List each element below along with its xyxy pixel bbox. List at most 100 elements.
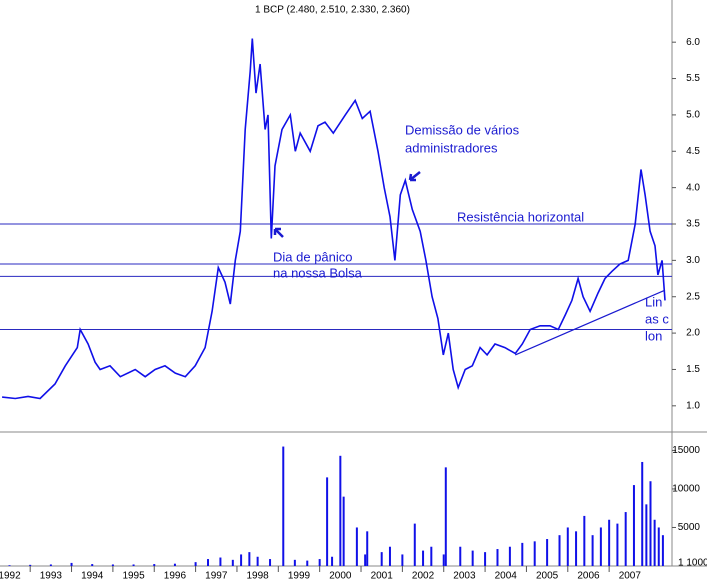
volume-bar [231, 559, 234, 566]
x-tick-label: 1999 [288, 571, 311, 582]
x-tick-label: 2000 [329, 571, 352, 582]
volume-bar [444, 467, 447, 566]
annotation: Demissão de vários [405, 122, 520, 137]
volume-bar [364, 554, 367, 566]
volume-bar [194, 562, 197, 566]
x-tick-label: 2001 [371, 571, 394, 582]
annotation: Resistência horizontal [457, 209, 584, 224]
volume-bar [566, 527, 569, 566]
volume-bar [608, 519, 611, 566]
annotation: Lin [645, 294, 662, 309]
volume-bar [459, 546, 462, 566]
y-tick-label: 10000 [672, 484, 700, 495]
x-tick-label: 1997 [205, 571, 228, 582]
y-tick-label: 4.0 [686, 182, 700, 193]
volume-bar [653, 519, 656, 566]
volume-bar [355, 527, 358, 566]
volume-bar [641, 461, 644, 566]
volume-bar [8, 565, 11, 566]
x-tick-label: 2007 [619, 571, 642, 582]
y-tick-label: 15000 [672, 445, 700, 456]
volume-bar [219, 557, 222, 566]
volume-bar [558, 535, 561, 566]
annotation: lon [645, 328, 662, 343]
x-tick-label: 1995 [122, 571, 145, 582]
price-line [2, 38, 666, 400]
volume-bar [91, 564, 94, 566]
volume-bar [645, 504, 648, 566]
volume-bar [624, 512, 627, 566]
y-tick-label: 3.5 [686, 219, 700, 230]
volume-bar [49, 564, 52, 566]
volume-bar [422, 550, 425, 566]
volume-bar [331, 556, 334, 566]
volume-bar [649, 481, 652, 566]
y-tick-label: 5000 [678, 522, 701, 533]
volume-bar [380, 552, 383, 566]
volume-bar [430, 546, 433, 566]
volume-bar [282, 446, 285, 566]
volume-bar [248, 552, 251, 566]
volume-bar [616, 523, 619, 566]
annotation: Dia de pânico [273, 249, 353, 264]
volume-bar [70, 562, 73, 566]
x-tick-label: 2003 [453, 571, 476, 582]
y-tick-label: 1.5 [686, 364, 700, 375]
volume-bar [533, 541, 536, 566]
volume-bar [132, 564, 135, 566]
volume-bar [583, 515, 586, 566]
x-tick-label: 1994 [81, 571, 104, 582]
trend-line [515, 289, 666, 356]
y-tick-label: 6.0 [686, 37, 700, 48]
x-tick-label: 1993 [40, 571, 63, 582]
volume-bar [318, 559, 321, 566]
x-tick-label: 1996 [164, 571, 187, 582]
volume-bar [661, 535, 664, 566]
volume-bar [293, 559, 296, 566]
volume-bar [256, 556, 259, 566]
volume-bar [326, 477, 329, 566]
volume-bar [153, 564, 156, 566]
volume-bar [496, 549, 499, 566]
volume-bar [632, 485, 635, 566]
volume-bar [388, 546, 391, 566]
volume-bar [173, 563, 176, 566]
volume-bar [442, 554, 445, 566]
volume-bar [342, 496, 345, 566]
x-tick-label: 2006 [577, 571, 600, 582]
volume-bar [591, 535, 594, 566]
volume-bar [508, 546, 511, 566]
x-tick-label: 1998 [247, 571, 270, 582]
y-tick-label: 2.5 [686, 291, 700, 302]
y-tick-label: 5.0 [686, 110, 700, 121]
y-tick-label: 2.0 [686, 328, 700, 339]
volume-bar [240, 554, 243, 566]
volume-bar [413, 523, 416, 566]
volume-bar [306, 560, 309, 566]
volume-bar [269, 559, 272, 566]
y-tick-label: 5.5 [686, 73, 700, 84]
x-tick-label: 2002 [412, 571, 435, 582]
volume-bar [599, 527, 602, 566]
x-tick-label: 1992 [0, 571, 21, 582]
arrow [273, 227, 284, 238]
volume-bar [575, 531, 578, 566]
volume-bar [657, 527, 660, 566]
x-tick-label: 2005 [536, 571, 559, 582]
volume-bar [111, 564, 114, 566]
x-tick-label: 2004 [495, 571, 518, 582]
arrow [408, 171, 421, 182]
volume-bar [546, 539, 549, 566]
volume-bar [366, 531, 369, 566]
annotation: na nossa Bolsa [273, 265, 363, 280]
annotation: as c [645, 311, 669, 326]
y-tick-label: 1.0 [686, 400, 700, 411]
volume-bar [339, 455, 342, 566]
volume-bar [521, 542, 524, 566]
volume-bar [471, 550, 474, 566]
chart-title: 1 BCP (2.480, 2.510, 2.330, 2.360) [255, 5, 410, 16]
volume-bar [484, 552, 487, 566]
volume-bar [401, 554, 404, 566]
annotation: 1 10000 [678, 558, 707, 569]
